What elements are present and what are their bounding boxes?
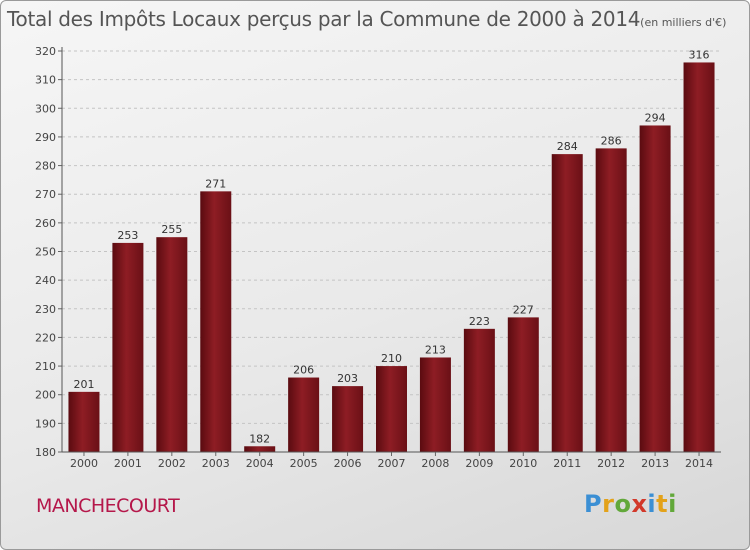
- x-tick-label: 2001: [114, 457, 142, 470]
- data-label: 213: [425, 343, 446, 356]
- x-tick-label: 2011: [553, 457, 581, 470]
- x-tick-label: 2010: [509, 457, 537, 470]
- y-axis: 180 190 200 210 220 230 240 250 260 270 280 290 300 3…: [35, 45, 63, 459]
- unit-label: (en milliers d'€): [640, 16, 727, 29]
- y-tick-label: 260: [35, 217, 56, 230]
- data-label: 227: [513, 303, 534, 316]
- x-tick-label: 2009: [465, 457, 493, 470]
- y-tick-label: 270: [35, 188, 56, 201]
- y-tick-label: 180: [35, 446, 56, 459]
- proxiti-logo[interactable]: Proxiti: [584, 490, 677, 518]
- data-label: 201: [73, 378, 94, 391]
- x-tick-label: 2005: [290, 457, 318, 470]
- y-tick-label: 200: [35, 389, 56, 402]
- bar-2010: [507, 317, 539, 452]
- logo-letter: x: [631, 490, 648, 518]
- y-tick-label: 210: [35, 360, 56, 373]
- data-label: 255: [161, 223, 182, 236]
- x-tick-label: 2014: [685, 457, 713, 470]
- bar-2001: [112, 242, 144, 452]
- logo-letter: i: [668, 490, 677, 518]
- x-tick-label: 2007: [378, 457, 406, 470]
- y-tick-label: 250: [35, 246, 56, 259]
- y-tick-label: 310: [35, 74, 56, 87]
- y-tick-label: 220: [35, 331, 56, 344]
- data-label: 223: [469, 315, 490, 328]
- x-axis: 2000 2001 2002 2003 2004 2005 2006 2007 2008 2009…: [62, 451, 721, 470]
- bar-2007: [376, 366, 407, 452]
- data-label: 182: [249, 432, 270, 445]
- chart-title-text: Total des Impôts Locaux perçus par la Co…: [7, 7, 641, 31]
- y-tick-label: 320: [35, 45, 56, 58]
- bar-2009: [463, 328, 495, 452]
- y-tick-label: 300: [35, 102, 56, 115]
- logo-letter: t: [656, 490, 669, 518]
- x-tick-label: 2012: [597, 457, 625, 470]
- bar-2014: [683, 62, 715, 452]
- y-tick-label: 190: [35, 417, 56, 430]
- bar-2005: [288, 377, 320, 452]
- x-tick-label: 2002: [158, 457, 186, 470]
- y-tick-label: 230: [35, 303, 56, 316]
- data-label: 294: [645, 111, 666, 124]
- data-label: 284: [557, 140, 578, 153]
- data-label: 253: [117, 229, 138, 242]
- bars: 201 253 255 271 182 206 203 210 213 223 227 284 286 2…: [68, 48, 715, 452]
- x-tick-label: 2013: [641, 457, 669, 470]
- data-label: 210: [381, 352, 402, 365]
- bar-2012: [595, 148, 627, 452]
- logo-letter: o: [614, 490, 632, 518]
- x-tick-label: 2006: [334, 457, 362, 470]
- data-label: 203: [337, 372, 358, 385]
- bar-2000: [68, 391, 100, 452]
- bar-2003: [200, 191, 232, 452]
- bar-2008: [419, 357, 451, 452]
- data-label: 286: [601, 134, 622, 147]
- chart-title: Total des Impôts Locaux perçus par la Co…: [7, 7, 726, 31]
- commune-name: MANCHECOURT: [36, 495, 180, 517]
- bar-2013: [639, 125, 671, 452]
- bar-2006: [332, 386, 364, 452]
- y-tick-label: 240: [35, 274, 56, 287]
- x-tick-label: 2000: [70, 457, 98, 470]
- data-label: 271: [205, 177, 226, 190]
- y-tick-label: 280: [35, 160, 56, 173]
- y-tick-label: 290: [35, 131, 56, 144]
- data-label: 316: [689, 48, 710, 61]
- bar-2011: [551, 154, 583, 452]
- bar-2002: [156, 237, 188, 452]
- x-tick-label: 2003: [202, 457, 230, 470]
- data-label: 206: [293, 364, 314, 377]
- logo-letter: r: [602, 490, 615, 518]
- x-tick-label: 2004: [246, 457, 274, 470]
- bar-2004: [244, 446, 276, 452]
- logo-letter: P: [584, 490, 603, 518]
- x-tick-label: 2008: [421, 457, 449, 470]
- logo-letter: i: [647, 490, 657, 518]
